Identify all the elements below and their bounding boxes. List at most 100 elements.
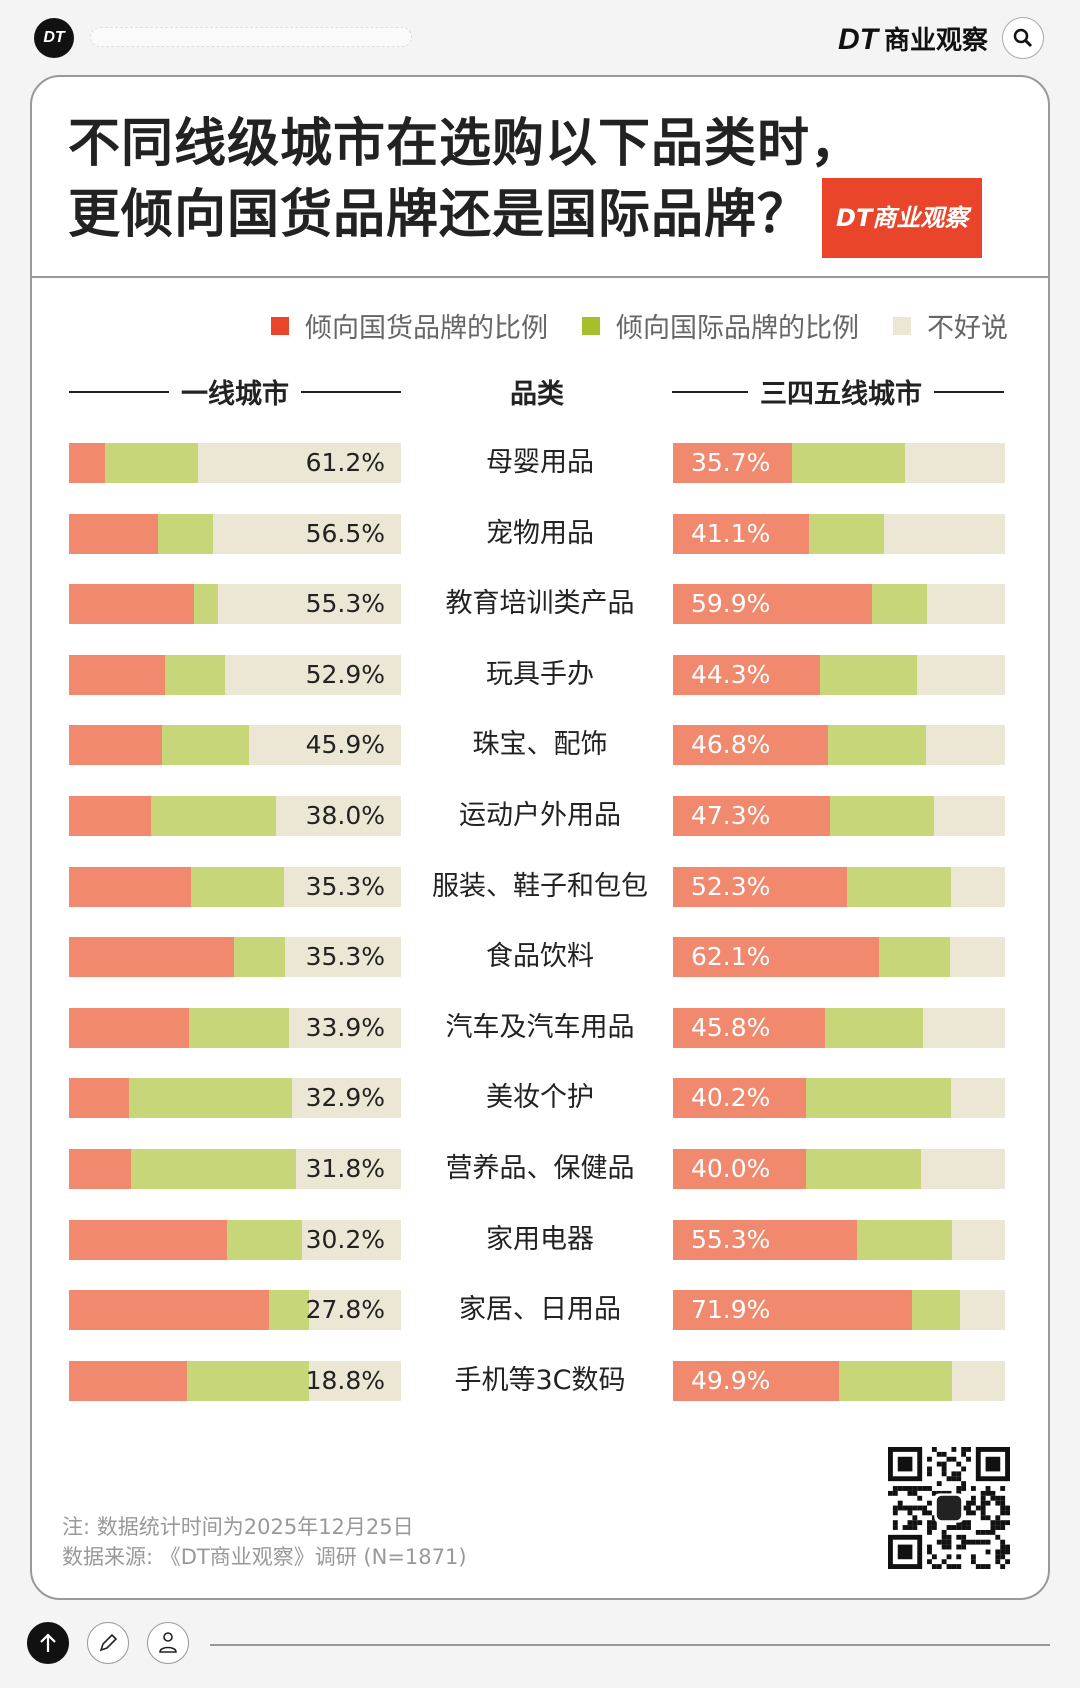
table-row: 32.9% 美妆个护 40.2% — [0, 1078, 1080, 1119]
bar-tier1: 33.9% — [69, 1007, 401, 1048]
bar-segment-international — [830, 796, 934, 836]
data-label: 27.8% — [305, 1295, 385, 1325]
bar-segment-international — [820, 654, 917, 695]
data-label: 56.5% — [305, 518, 385, 548]
bar-segment-international — [809, 513, 884, 554]
bar-segment-international — [158, 513, 214, 554]
bar-segment-international — [805, 1149, 921, 1189]
bar-tier1: 55.3% — [69, 584, 401, 625]
arrow-up-icon[interactable] — [27, 1622, 69, 1664]
bar-segment-unsure — [292, 1078, 401, 1119]
data-label: 32.9% — [305, 1083, 385, 1113]
table-row: 30.2% 家用电器 55.3% — [0, 1219, 1080, 1260]
legend-label: 倾向国际品牌的比例 — [616, 313, 859, 344]
table-row: 27.8% 家居、日用品 71.9% — [0, 1290, 1080, 1331]
bar-segment-domestic — [673, 1290, 912, 1331]
bar-tier1: 45.9% — [69, 725, 401, 766]
bar-segment-international — [161, 725, 249, 766]
bar-tier345: 55.3% — [673, 1219, 1005, 1260]
bar-segment-domestic — [673, 725, 829, 766]
data-label: 61.2% — [305, 448, 385, 477]
search-icon[interactable] — [1002, 17, 1044, 59]
data-label: 59.9% — [691, 589, 771, 619]
table-row: 18.8% 手机等3C数码 49.9% — [0, 1360, 1080, 1401]
data-label: 45.8% — [691, 1012, 771, 1042]
chart-title: 不同线级城市在选购以下品类时， 更倾向国货品牌还是国际品牌？ DT商业观察 — [68, 110, 983, 258]
bar-segment-international — [879, 937, 951, 978]
bar-segment-domestic — [673, 443, 792, 483]
bar-tier1: 56.5% — [69, 513, 401, 554]
dt-logo[interactable]: DT — [34, 18, 74, 58]
qr-code[interactable] — [888, 1447, 1010, 1569]
category-label: 食品饮料 — [486, 941, 594, 973]
bar-segment-domestic — [69, 866, 191, 907]
bar-segment-unsure — [213, 513, 401, 554]
bar-tier1: 18.8% — [69, 1360, 401, 1401]
bar-segment-international — [151, 796, 277, 836]
brand-text: 商业观察 — [883, 26, 988, 56]
bar-segment-domestic — [69, 1078, 130, 1119]
bar-tier345: 44.3% — [673, 654, 1005, 695]
legend-swatch — [271, 316, 289, 335]
bar-segment-international — [194, 584, 218, 625]
bar-segment-international — [828, 725, 927, 766]
bar-tier345: 46.8% — [673, 725, 1005, 766]
bar-segment-domestic — [69, 725, 162, 766]
column-header-tier1: 一线城市 — [69, 372, 401, 411]
bar-segment-domestic — [673, 1149, 806, 1189]
data-label: 49.9% — [691, 1365, 771, 1395]
bar-tier345: 45.8% — [673, 1007, 1005, 1048]
bar-tier1: 35.3% — [69, 937, 401, 978]
table-row: 31.8% 营养品、保健品 40.0% — [0, 1149, 1080, 1189]
bar-tier1: 32.9% — [69, 1078, 401, 1119]
bar-segment-unsure — [951, 866, 1005, 907]
bar-tier1: 31.8% — [69, 1149, 401, 1189]
user-icon[interactable] — [147, 1622, 189, 1664]
bar-segment-unsure — [951, 1219, 1005, 1260]
bar-segment-international — [268, 1290, 310, 1331]
table-row: 35.3% 食品饮料 62.1% — [0, 937, 1080, 978]
bar-segment-domestic — [69, 937, 234, 978]
table-row: 35.3% 服装、鞋子和包包 52.3% — [0, 866, 1080, 907]
bar-segment-unsure — [933, 796, 1005, 836]
column-header-category: 品类 — [510, 379, 564, 410]
bar-segment-domestic — [69, 1360, 187, 1401]
footer-divider — [210, 1644, 1050, 1646]
title-line-1: 不同线级城市在选购以下品类时， — [68, 114, 864, 174]
category-label: 家用电器 — [486, 1223, 594, 1255]
data-label: 40.2% — [691, 1083, 771, 1113]
bar-tier1: 61.2% — [69, 443, 401, 483]
top-search-bar[interactable] — [90, 27, 412, 47]
category-label: 母婴用品 — [486, 447, 594, 478]
table-row: 55.3% 教育培训类产品 59.9% — [0, 584, 1080, 625]
bar-segment-international — [806, 1078, 951, 1119]
bar-segment-international — [838, 1360, 952, 1401]
title-line-2: 更倾向国货品牌还是国际品牌？ DT商业观察 — [68, 178, 983, 258]
bar-segment-domestic — [673, 1219, 857, 1260]
table-row: 52.9% 玩具手办 44.3% — [0, 654, 1080, 695]
bar-segment-unsure — [883, 513, 1005, 554]
data-label: 35.3% — [305, 942, 385, 972]
bar-segment-domestic — [69, 1149, 132, 1189]
bar-tier1: 52.9% — [69, 654, 401, 695]
category-label: 手机等3C数码 — [454, 1364, 626, 1396]
bar-segment-international — [234, 937, 285, 978]
data-label: 44.3% — [691, 659, 771, 689]
brand-prefix: DT — [837, 23, 878, 56]
bar-segment-unsure — [225, 654, 401, 695]
bar-segment-domestic — [69, 513, 159, 554]
table-row: 45.9% 珠宝、配饰 46.8% — [0, 725, 1080, 766]
pencil-icon[interactable] — [87, 1622, 129, 1664]
bar-segment-domestic — [69, 1007, 189, 1048]
data-label: 52.9% — [305, 659, 385, 689]
bar-tier345: 40.0% — [673, 1149, 1005, 1189]
data-label: 40.0% — [691, 1154, 771, 1183]
bar-segment-domestic — [673, 513, 810, 554]
data-label: 31.8% — [305, 1154, 385, 1183]
bar-segment-international — [825, 1007, 923, 1048]
data-label: 18.8% — [305, 1365, 385, 1395]
bar-segment-unsure — [904, 443, 1005, 483]
bar-segment-domestic — [673, 1078, 807, 1119]
bar-segment-unsure — [950, 937, 1005, 978]
bar-tier345: 62.1% — [673, 937, 1005, 978]
